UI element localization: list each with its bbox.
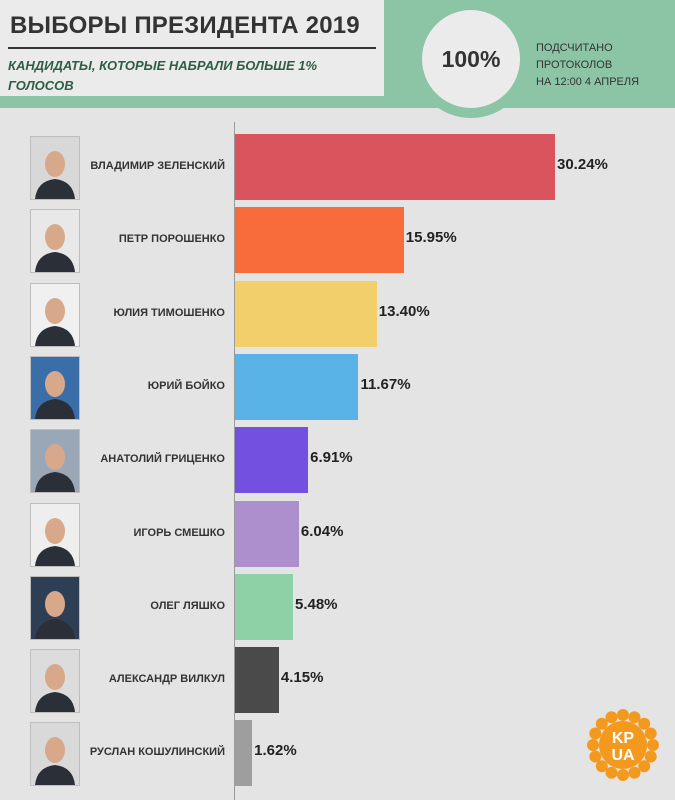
bar-value-label: 4.15% <box>280 669 324 687</box>
count-note-line-2: ПРОТОКОЛОВ <box>536 59 613 71</box>
person-silhouette-icon <box>31 356 79 419</box>
chart-bar <box>235 720 253 787</box>
candidate-name: ВЛАДИМИР ЗЕЛЕНСКИЙ <box>90 160 225 172</box>
chart-row: ПЕТР ПОРОШЕНКО 15.95% <box>0 207 675 275</box>
logo-core <box>599 721 647 769</box>
candidate-name: ПЕТР ПОРОШЕНКО <box>118 233 225 246</box>
candidate-name: ЮРИЙ БОЙКО <box>147 379 225 392</box>
chart-bar <box>235 134 555 200</box>
header-panel: ВЫБОРЫ ПРЕЗИДЕНТА 2019 КАНДИДАТЫ, КОТОРЫ… <box>0 0 384 96</box>
bar-value-label: 30.24% <box>557 156 608 173</box>
candidate-photo <box>30 649 80 714</box>
logo-text-ua: UA <box>611 747 635 764</box>
chart-row: ЮЛИЯ ТИМОШЕНКО 13.40% <box>0 280 675 349</box>
chart-row: ОЛЕГ ЛЯШКО 5.48% <box>0 573 675 642</box>
person-silhouette-icon <box>31 503 79 566</box>
counted-percent: 100% <box>422 10 520 108</box>
person-silhouette-icon <box>31 430 79 493</box>
candidate-name: ЮЛИЯ ТИМОШЕНКО <box>113 306 225 319</box>
candidate-photo <box>30 209 80 274</box>
candidate-name: АЛЕКСАНДР ВИЛКУЛ <box>108 673 225 686</box>
chart-subtitle: КАНДИДАТЫ, КОТОРЫЕ НАБРАЛИ БОЛЬШЕ 1% ГОЛ… <box>8 58 318 93</box>
chart-bar <box>235 573 293 640</box>
chart-row: АНАТОЛИЙ ГРИЦЕНКО 6.91% <box>0 427 675 495</box>
candidate-name: РУСЛАН КОШУЛИНСКИЙ <box>89 746 225 759</box>
candidate-photo <box>30 282 80 347</box>
bar-value-label: 11.67% <box>360 375 411 393</box>
bar-value-label: 6.91% <box>310 449 353 467</box>
chart-bar <box>235 500 299 567</box>
person-silhouette-icon <box>31 650 79 713</box>
chart-row: АЛЕКСАНДР ВИЛКУЛ 4.15% <box>0 647 675 715</box>
bar-value-label: 6.04% <box>300 522 344 540</box>
chart-row: ИГОРЬ СМЕШКО 6.04% <box>0 500 675 569</box>
chart-bar <box>235 280 377 347</box>
chart-row: РУСЛАН КОШУЛИНСКИЙ 1.62% <box>0 720 675 788</box>
person-silhouette-icon <box>31 283 79 346</box>
kp-ua-logo: KP UA <box>587 709 659 781</box>
chart-bar <box>235 647 279 714</box>
count-note: ПОДСЧИТАНО ПРОТОКОЛОВ НА 12:00 4 АПРЕЛЯ <box>536 40 670 91</box>
bar-value-label: 5.48% <box>294 595 338 613</box>
candidate-photo <box>30 722 80 787</box>
candidate-name: ОЛЕГ ЛЯШКО <box>150 599 225 612</box>
candidate-photo <box>30 355 80 420</box>
candidate-photo <box>30 502 80 567</box>
count-note-line-1: ПОДСЧИТАНО <box>536 42 613 54</box>
y-axis-line <box>234 122 235 800</box>
chart-row: ЮРИЙ БОЙКО 11.67% <box>0 353 675 422</box>
chart-bar <box>235 427 309 494</box>
candidate-photo <box>30 575 80 640</box>
title-underline <box>8 47 376 49</box>
person-silhouette-icon <box>31 210 79 273</box>
chart-row: ВЛАДИМИР ЗЕЛЕНСКИЙ 30.24% <box>0 134 675 202</box>
candidate-name: АНАТОЛИЙ ГРИЦЕНКО <box>100 453 225 466</box>
chart-bar <box>235 207 404 274</box>
logo-sunburst <box>587 709 659 781</box>
bar-value-label: 15.95% <box>405 229 457 247</box>
chart-bar <box>235 353 359 420</box>
person-silhouette-icon <box>31 723 79 786</box>
candidate-photo <box>30 136 80 200</box>
bar-value-label: 13.40% <box>378 302 430 320</box>
count-note-line-3: НА 12:00 4 АПРЕЛЯ <box>536 76 640 88</box>
candidate-name: ИГОРЬ СМЕШКО <box>133 526 225 539</box>
person-silhouette-icon <box>31 576 79 639</box>
bar-value-label: 1.62% <box>254 742 297 760</box>
person-silhouette-icon <box>31 137 79 199</box>
chart-title: ВЫБОРЫ ПРЕЗИДЕНТА 2019 <box>10 12 360 39</box>
logo-text-kp: KP <box>612 730 635 747</box>
candidate-photo <box>30 429 80 494</box>
